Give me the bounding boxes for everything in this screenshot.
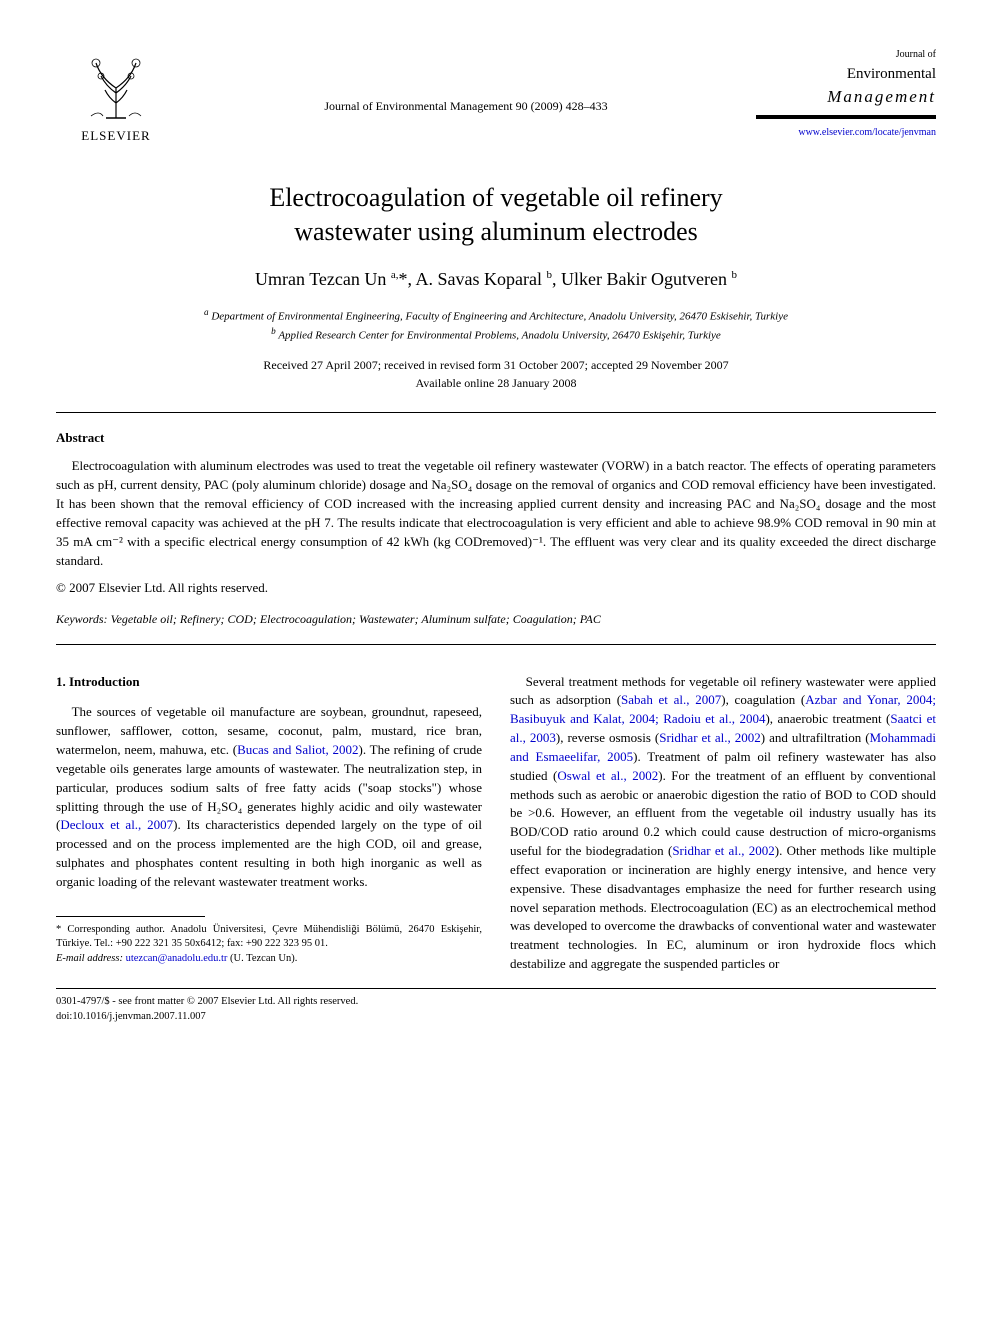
journal-title-block: Journal of Environmental Management www.… bbox=[756, 48, 936, 140]
affiliation-a: Department of Environmental Engineering,… bbox=[211, 311, 788, 323]
paper-title: Electrocoagulation of vegetable oil refi… bbox=[56, 181, 936, 249]
affiliations: a Department of Environmental Engineerin… bbox=[56, 306, 936, 344]
journal-homepage-link[interactable]: www.elsevier.com/locate/jenvman bbox=[798, 127, 936, 138]
keywords-text: Vegetable oil; Refinery; COD; Electrocoa… bbox=[111, 612, 601, 626]
page-footer: 0301-4797/$ - see front matter © 2007 El… bbox=[56, 995, 936, 1024]
footnote-corr-text: * Corresponding author. Anadolu Üniversi… bbox=[56, 924, 482, 950]
rule-above-abstract bbox=[56, 412, 936, 413]
authors-line: Umran Tezcan Un a,*, A. Savas Koparal b,… bbox=[56, 267, 936, 292]
journal-name-line2: Management bbox=[756, 85, 936, 109]
dates-received: Received 27 April 2007; received in revi… bbox=[263, 358, 728, 372]
affiliation-b: Applied Research Center for Environmenta… bbox=[278, 330, 721, 342]
manuscript-dates: Received 27 April 2007; received in revi… bbox=[56, 356, 936, 392]
cite-oswal[interactable]: Oswal et al., 2002 bbox=[557, 768, 658, 783]
journal-small-label: Journal of bbox=[756, 48, 936, 62]
footnote-rule bbox=[56, 916, 205, 917]
journal-name-line1: Environmental bbox=[756, 64, 936, 85]
journal-rule bbox=[756, 115, 936, 119]
cite-bucas[interactable]: Bucas and Saliot, 2002 bbox=[237, 742, 358, 757]
footnote-email-label: E-mail address: bbox=[56, 953, 123, 964]
cite-decloux[interactable]: Decloux et al., 2007 bbox=[60, 817, 173, 832]
cite-sridhar-1[interactable]: Sridhar et al., 2002 bbox=[659, 730, 761, 745]
footnote-email-link[interactable]: utezcan@anadolu.edu.tr bbox=[126, 953, 228, 964]
footnote-email-who: (U. Tezcan Un). bbox=[230, 953, 297, 964]
dates-online: Available online 28 January 2008 bbox=[415, 376, 576, 390]
footer-rule bbox=[56, 988, 936, 989]
abstract-heading: Abstract bbox=[56, 429, 936, 447]
keywords-line: Keywords: Vegetable oil; Refinery; COD; … bbox=[56, 611, 936, 628]
abstract-body: Electrocoagulation with aluminum electro… bbox=[56, 457, 936, 570]
body-columns: 1. Introduction The sources of vegetable… bbox=[56, 673, 936, 975]
abstract-copyright: © 2007 Elsevier Ltd. All rights reserved… bbox=[56, 579, 936, 597]
intro-para-1: The sources of vegetable oil manufacture… bbox=[56, 703, 482, 891]
rule-below-keywords bbox=[56, 644, 936, 645]
footer-line1: 0301-4797/$ - see front matter © 2007 El… bbox=[56, 996, 358, 1007]
paper-header: ELSEVIER Journal of Environmental Manage… bbox=[56, 48, 936, 145]
section-1-heading: 1. Introduction bbox=[56, 673, 482, 692]
keywords-label: Keywords: bbox=[56, 612, 108, 626]
publisher-name: ELSEVIER bbox=[81, 127, 150, 145]
corresponding-author-footnote: * Corresponding author. Anadolu Üniversi… bbox=[56, 923, 482, 967]
footer-doi: doi:10.1016/j.jenvman.2007.11.007 bbox=[56, 1011, 206, 1022]
column-left: 1. Introduction The sources of vegetable… bbox=[56, 673, 482, 975]
title-line2: wastewater using aluminum electrodes bbox=[294, 217, 698, 246]
title-line1: Electrocoagulation of vegetable oil refi… bbox=[269, 183, 722, 212]
intro-para-2: Several treatment methods for vegetable … bbox=[510, 673, 936, 975]
cite-sabah[interactable]: Sabah et al., 2007 bbox=[621, 692, 721, 707]
journal-reference: Journal of Environmental Management 90 (… bbox=[176, 48, 756, 115]
elsevier-tree-icon bbox=[81, 48, 151, 123]
column-right: Several treatment methods for vegetable … bbox=[510, 673, 936, 975]
publisher-block: ELSEVIER bbox=[56, 48, 176, 145]
cite-sridhar-2[interactable]: Sridhar et al., 2002 bbox=[672, 843, 774, 858]
